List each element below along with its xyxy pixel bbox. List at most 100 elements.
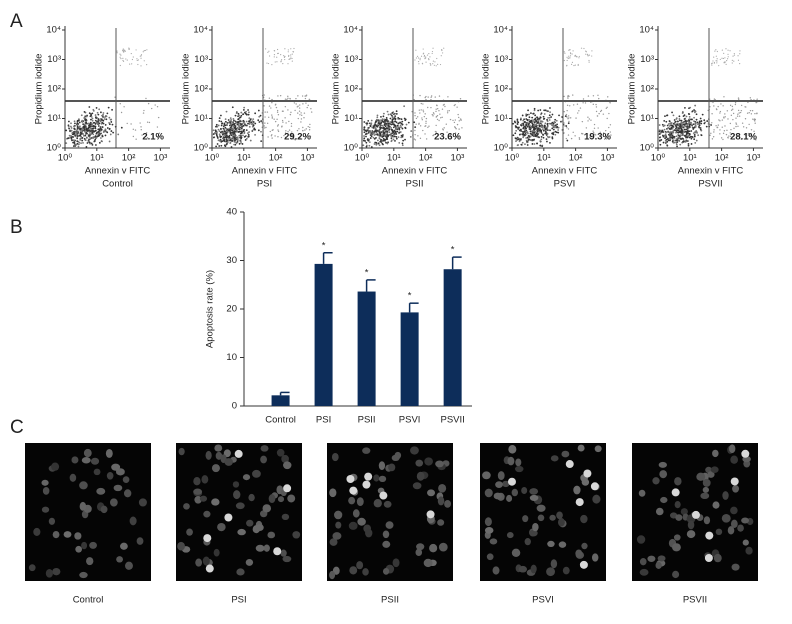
event-dot [679,119,681,122]
event-dot [690,121,692,124]
nucleus [427,489,436,497]
event-dot [78,141,81,144]
event-dot [140,57,142,59]
event-dot [546,125,549,127]
y-tick-label: 10¹ [47,113,61,124]
event-dot [529,128,531,131]
event-dot [247,135,250,138]
event-dot [230,140,233,142]
event-dot [386,132,389,135]
event-dot [102,131,105,133]
event-dot [97,113,100,116]
event-dot [92,125,95,128]
event-dot [570,137,573,140]
event-dot [74,135,77,138]
event-dot [681,132,683,134]
bright-nucleus [205,564,214,573]
event-dot [685,131,688,134]
event-dot [238,142,241,145]
value-label: 23.6% [434,132,461,143]
event-dot [432,112,435,114]
event-dot [405,123,408,126]
event-dot [83,137,86,140]
event-dot [577,64,579,66]
nucleus [260,445,269,452]
event-dot [720,103,722,105]
event-dot [365,145,368,148]
event-dot [221,137,224,140]
event-dot [713,105,715,107]
event-dot [389,123,392,125]
event-dot [290,125,293,127]
event-dot [533,143,536,145]
bright-nucleus [590,482,599,491]
event-dot [726,59,728,62]
event-dot [393,129,396,132]
x-axis-label: Annexin v FITC [532,166,598,177]
event-dot [574,64,576,66]
event-dot [231,124,233,127]
event-dot [294,139,296,141]
event-dot [572,50,574,52]
event-dot [369,133,372,135]
event-dot [303,117,305,119]
nucleus [730,455,739,464]
event-dot [678,118,681,120]
event-dot [711,122,713,124]
event-dot [589,135,591,137]
event-dot [426,54,429,56]
event-dot [733,54,736,56]
event-dot [290,122,293,125]
event-dot [568,57,570,59]
event-dot [754,122,756,124]
nucleus [549,514,556,521]
event-dot [726,58,729,60]
event-dot [430,96,432,99]
event-dot [587,95,590,97]
event-dot [597,127,599,129]
event-dot [298,128,300,130]
nucleus [508,445,517,454]
event-dot [750,129,753,131]
event-dot [96,122,98,124]
event-dot [681,124,684,127]
event-dot [94,125,97,128]
event-dot [156,126,159,128]
event-dot [658,130,661,133]
event-dot [685,135,688,137]
y-tick-label: 10² [194,84,208,95]
event-dot [441,52,444,54]
event-dot [593,123,596,126]
event-dot [397,136,400,138]
event-dot [719,120,721,122]
y-tick-label: 10¹ [640,113,654,124]
event-dot [668,125,671,127]
event-dot [693,109,695,111]
event-dot [136,58,138,60]
event-dot [698,120,701,123]
event-dot [566,109,568,112]
event-dot [363,126,366,129]
event-dot [100,123,103,125]
event-dot [148,121,151,124]
event-dot [81,121,84,123]
event-dot [572,104,575,106]
event-dot [295,103,297,105]
event-dot [269,130,271,133]
event-dot [114,96,116,98]
y-tick-label: 20 [226,304,237,315]
event-dot [80,127,82,130]
event-dot [260,120,263,122]
event-dot [578,138,581,140]
event-dot [372,136,375,139]
nucleus [237,528,246,536]
event-dot [266,122,269,125]
nucleus [235,502,245,510]
micrograph: Control [25,443,151,606]
event-dot [239,135,242,137]
event-dot [277,136,279,138]
event-dot [275,106,278,109]
micrograph: PSI [176,443,302,606]
y-axis-label: Propidium iodide [34,54,45,125]
event-dot [392,123,395,126]
